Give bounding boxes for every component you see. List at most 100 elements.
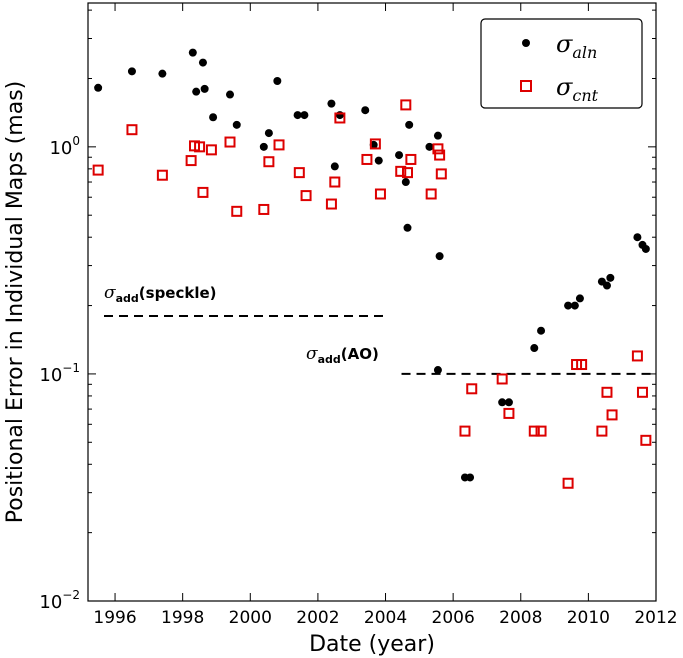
- data-point-cnt: [273, 139, 285, 151]
- data-point-cnt: [374, 188, 386, 200]
- data-point-aln: [188, 48, 197, 57]
- data-point-cnt: [224, 136, 236, 148]
- data-point-cnt: [369, 138, 381, 150]
- y-axis-label: Positional Error in Individual Maps (mas…: [3, 81, 28, 523]
- data-point-cnt: [432, 143, 444, 155]
- data-point-cnt: [528, 425, 540, 437]
- data-point-cnt: [156, 169, 168, 181]
- data-point-cnt: [126, 124, 138, 136]
- data-point-aln: [200, 84, 209, 93]
- data-point-cnt: [435, 168, 447, 180]
- data-point-aln: [433, 131, 442, 140]
- data-point-cnt: [601, 386, 613, 398]
- x-tick-label: 2010: [567, 608, 610, 628]
- data-point-aln: [94, 83, 103, 92]
- data-point-cnt: [329, 176, 341, 188]
- data-point-aln: [327, 99, 336, 108]
- data-point-cnt: [185, 155, 197, 167]
- data-point-aln: [606, 273, 615, 282]
- data-point-cnt: [503, 407, 515, 419]
- data-point-aln: [374, 156, 383, 165]
- data-point-cnt: [258, 203, 270, 215]
- data-point-aln: [209, 113, 218, 122]
- legend-label-cnt: σcnt: [556, 73, 599, 105]
- data-point-aln: [361, 106, 370, 115]
- data-point-aln: [198, 58, 207, 67]
- data-point-aln: [530, 344, 539, 353]
- data-point-aln: [259, 142, 268, 151]
- data-point-aln: [602, 281, 611, 290]
- data-point-aln: [401, 178, 410, 187]
- x-tick-label: 2012: [634, 608, 677, 628]
- data-point-aln: [435, 252, 444, 261]
- data-point-aln: [232, 120, 241, 129]
- data-point-cnt: [405, 153, 417, 165]
- data-point-aln: [158, 69, 167, 78]
- x-tick-label: 2004: [364, 608, 407, 628]
- data-points: [92, 48, 652, 489]
- data-point-aln: [633, 233, 642, 242]
- x-axis-label: Date (year): [309, 632, 435, 657]
- data-point-cnt: [300, 190, 312, 202]
- legend: σaln σcnt: [480, 18, 643, 109]
- data-point-aln: [192, 87, 201, 96]
- x-tick-label: 2008: [499, 608, 542, 628]
- data-point-cnt: [194, 141, 206, 153]
- legend-marker-aln: [522, 39, 530, 47]
- y-tick-label: 10−1: [39, 361, 80, 386]
- data-point-cnt: [400, 99, 412, 111]
- data-point-aln: [537, 326, 546, 335]
- data-point-aln: [504, 398, 513, 407]
- data-point-cnt: [596, 425, 608, 437]
- plot-frame: [87, 2, 657, 602]
- data-point-cnt: [197, 186, 209, 198]
- legend-label-aln: σaln: [556, 30, 597, 62]
- data-point-aln: [264, 129, 273, 138]
- data-point-cnt: [92, 164, 104, 176]
- data-point-aln: [335, 111, 344, 120]
- data-point-cnt: [636, 386, 648, 398]
- ref-label-speckle: σadd(speckle): [104, 283, 217, 305]
- data-point-aln: [498, 398, 507, 407]
- data-point-cnt: [562, 477, 574, 489]
- data-point-cnt: [205, 144, 217, 156]
- x-tick-label: 1998: [161, 608, 204, 628]
- data-point-cnt: [425, 188, 437, 200]
- data-point-aln: [433, 366, 442, 375]
- data-point-cnt: [535, 425, 547, 437]
- data-point-aln: [564, 301, 573, 310]
- data-point-aln: [405, 120, 414, 129]
- x-tick-label: 1996: [93, 608, 136, 628]
- data-point-cnt: [606, 409, 618, 421]
- reference-lines: [104, 314, 656, 375]
- data-point-aln: [273, 76, 282, 85]
- axis-ticks: 1996 1998 2000 2002 2004 2006 2008 2010 2012 10−2…: [39, 3, 678, 628]
- data-point-cnt: [640, 434, 652, 446]
- data-point-aln: [575, 294, 584, 303]
- data-point-aln: [395, 151, 404, 160]
- data-point-cnt: [496, 373, 508, 385]
- data-point-cnt: [263, 156, 275, 168]
- data-point-cnt: [434, 149, 446, 161]
- data-point-aln: [293, 111, 302, 120]
- y-tick-label: 10−2: [39, 588, 80, 613]
- data-point-aln: [127, 67, 136, 76]
- data-point-aln: [226, 90, 234, 99]
- data-point-cnt: [402, 167, 413, 179]
- data-point-cnt: [395, 165, 407, 177]
- data-point-cnt: [325, 198, 337, 210]
- ref-label-ao: σadd(AO): [306, 344, 379, 366]
- data-point-aln: [570, 301, 579, 310]
- data-point-aln: [330, 162, 339, 171]
- x-tick-label: 2006: [432, 608, 475, 628]
- data-point-cnt: [334, 112, 346, 124]
- data-point-cnt: [459, 425, 471, 437]
- data-point-aln: [300, 111, 309, 120]
- data-point-aln: [641, 244, 650, 253]
- data-point-cnt: [293, 167, 305, 179]
- data-point-aln: [466, 473, 475, 482]
- data-point-aln: [403, 223, 412, 232]
- y-tick-label: 100: [49, 134, 80, 159]
- data-point-cnt: [231, 205, 243, 217]
